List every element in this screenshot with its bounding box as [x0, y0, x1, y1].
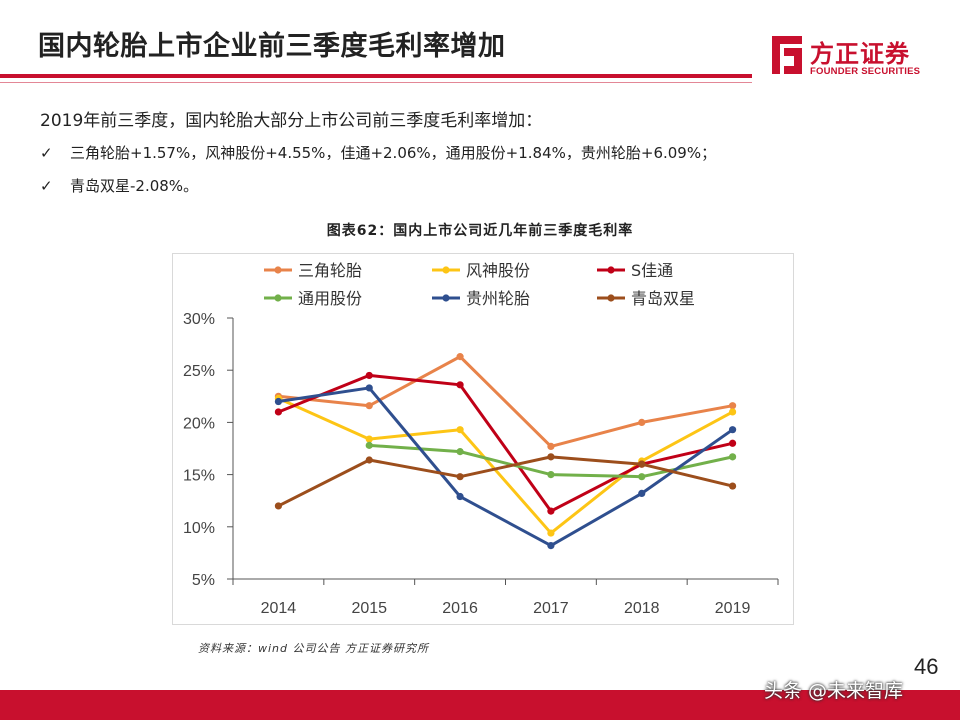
x-tick-label: 2014: [261, 600, 297, 617]
legend-swatch-point: [442, 294, 450, 302]
data-point: [638, 473, 646, 481]
data-point: [728, 402, 737, 410]
brand-name: 方正证券: [810, 40, 910, 68]
chart-title: 图表62：国内上市公司近几年前三季度毛利率: [326, 223, 634, 239]
data-point: [728, 439, 737, 447]
chart-frame: [172, 253, 794, 625]
y-tick-label: 20%: [183, 415, 215, 432]
title-rule: [0, 74, 752, 78]
footer-bar: [0, 690, 960, 720]
check-icon: ✓: [40, 177, 53, 195]
data-point: [365, 402, 373, 410]
y-tick-label: 30%: [183, 311, 215, 328]
data-point: [456, 353, 464, 361]
data-point: [365, 435, 373, 443]
data-point: [456, 448, 464, 456]
data-point: [456, 381, 464, 389]
page-number: 46: [914, 654, 939, 679]
legend-label: 通用股份: [298, 289, 362, 308]
legend-label: 青岛双星: [631, 289, 695, 308]
data-point: [638, 418, 646, 426]
data-point: [365, 384, 373, 392]
chart-source: 资料来源：wind 公司公告 方正证券研究所: [198, 642, 429, 655]
brand-subtitle: FOUNDER SECURITIES: [810, 66, 921, 77]
data-point: [365, 441, 373, 449]
legend-swatch-point: [607, 266, 615, 274]
data-point: [547, 471, 555, 479]
data-point: [456, 473, 464, 481]
y-tick-label: 25%: [183, 363, 215, 380]
x-tick-label: 2019: [715, 600, 751, 617]
data-point: [547, 507, 555, 515]
y-tick-label: 15%: [183, 468, 215, 485]
data-point: [638, 460, 646, 468]
data-point: [728, 408, 737, 416]
data-point: [547, 529, 555, 537]
data-point: [728, 482, 737, 490]
data-point: [456, 492, 464, 501]
check-icon: ✓: [40, 144, 53, 162]
series-line: [277, 455, 733, 508]
y-tick-label: 10%: [183, 520, 215, 537]
x-tick-label: 2018: [624, 600, 660, 617]
series-line: [278, 355, 733, 448]
legend-swatch-point: [607, 294, 615, 302]
data-point: [728, 453, 737, 461]
legend-label: 贵州轮胎: [466, 289, 530, 308]
slide-title: 国内轮胎上市企业前三季度毛利率增加: [38, 31, 506, 62]
legend-label: S佳通: [631, 261, 673, 280]
data-point: [456, 426, 464, 434]
bullet-item: ✓ 三角轮胎+1.57%，风神股份+4.55%，佳通+2.06%，通用股份+1.8…: [40, 142, 716, 163]
data-point: [274, 397, 283, 406]
data-point: [547, 541, 555, 550]
watermark: 头条 @未来智库: [764, 680, 904, 702]
data-point: [638, 489, 646, 497]
legend-swatch-point: [442, 266, 450, 274]
x-tick-label: 2016: [442, 600, 478, 617]
legend-swatch-point: [274, 266, 282, 274]
y-tick-label: 5%: [192, 572, 215, 589]
legend-label: 三角轮胎: [298, 261, 362, 280]
intro-text: 2019年前三季度，国内轮胎大部分上市公司前三季度毛利率增加：: [40, 111, 543, 131]
data-point: [728, 426, 737, 434]
legend-label: 风神股份: [466, 261, 530, 280]
x-tick-label: 2015: [351, 600, 387, 617]
legend-swatch-point: [274, 294, 282, 302]
bullet-text: 三角轮胎+1.57%，风神股份+4.55%，佳通+2.06%，通用股份+1.84…: [70, 144, 717, 162]
title-rule-thin: [0, 82, 752, 83]
data-point: [547, 453, 555, 461]
data-point: [274, 408, 283, 416]
brand-logo-icon: [772, 36, 802, 74]
series-line: [278, 386, 734, 548]
bullet-item: ✓ 青岛双星-2.08%。: [40, 175, 198, 196]
brand-logo: 方正证券 FOUNDER SECURITIES: [768, 36, 938, 82]
series-line: [277, 373, 733, 513]
series-line: [277, 397, 734, 535]
data-point: [365, 371, 373, 380]
x-tick-label: 2017: [533, 600, 569, 617]
data-point: [274, 502, 283, 510]
data-point: [365, 456, 373, 464]
bullet-text: 青岛双星-2.08%。: [70, 177, 199, 195]
data-point: [547, 442, 555, 451]
